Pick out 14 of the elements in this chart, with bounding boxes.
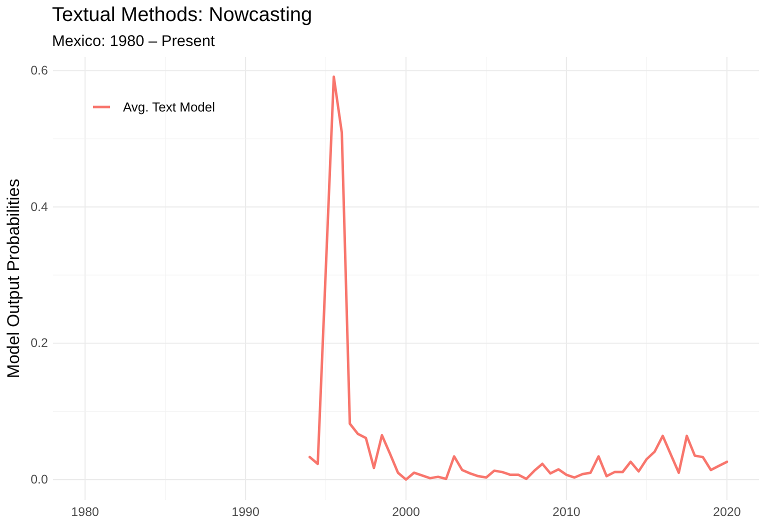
x-tick-label: 1990 <box>232 504 260 519</box>
legend-label: Avg. Text Model <box>123 100 216 114</box>
line-series <box>308 76 728 481</box>
y-tick-label: 0.2 <box>30 336 48 350</box>
y-tick-label: 0.0 <box>30 472 48 487</box>
chart-title: Textual Methods: Nowcasting <box>52 4 312 26</box>
y-tick-label: 0.6 <box>30 64 48 78</box>
chart-subtitle: Mexico: 1980 – Present <box>52 33 216 50</box>
x-tick-label: 2010 <box>552 504 580 519</box>
y-axis-title: Model Output Probabilities <box>4 178 23 378</box>
x-tick-label: 1980 <box>71 504 100 519</box>
x-tick-label: 2020 <box>713 504 741 519</box>
y-tick-label: 0.4 <box>30 200 48 214</box>
x-tick-label: 2000 <box>392 504 420 519</box>
